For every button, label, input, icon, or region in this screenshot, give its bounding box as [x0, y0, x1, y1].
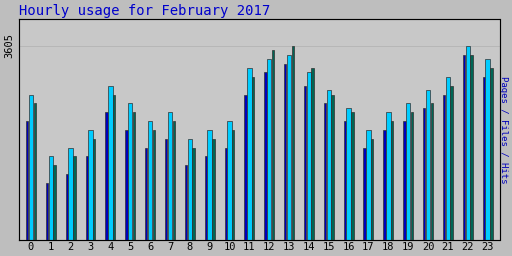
Bar: [165, 139, 167, 256]
Bar: [193, 147, 195, 256]
Bar: [113, 94, 115, 256]
Bar: [426, 90, 430, 256]
Bar: [29, 94, 33, 256]
Bar: [205, 156, 207, 256]
Bar: [431, 103, 433, 256]
Bar: [128, 103, 133, 256]
Bar: [483, 77, 485, 256]
Bar: [445, 77, 450, 256]
Bar: [247, 68, 251, 256]
Bar: [490, 68, 493, 256]
Bar: [73, 156, 76, 256]
Bar: [307, 72, 311, 256]
Bar: [386, 112, 391, 256]
Bar: [227, 121, 231, 256]
Bar: [133, 112, 135, 256]
Bar: [292, 46, 294, 256]
Bar: [284, 63, 287, 256]
Bar: [173, 121, 175, 256]
Bar: [411, 112, 413, 256]
Bar: [26, 121, 28, 256]
Bar: [423, 108, 425, 256]
Bar: [46, 183, 48, 256]
Bar: [485, 59, 490, 256]
Bar: [252, 77, 254, 256]
Bar: [145, 147, 147, 256]
Bar: [406, 103, 410, 256]
Bar: [53, 165, 56, 256]
Bar: [451, 86, 453, 256]
Bar: [185, 165, 187, 256]
Bar: [351, 112, 354, 256]
Bar: [86, 156, 88, 256]
Bar: [225, 147, 227, 256]
Bar: [88, 130, 93, 256]
Bar: [232, 130, 234, 256]
Bar: [287, 55, 291, 256]
Bar: [168, 112, 172, 256]
Bar: [93, 139, 95, 256]
Bar: [371, 139, 373, 256]
Bar: [465, 46, 470, 256]
Bar: [331, 94, 334, 256]
Bar: [105, 112, 108, 256]
Bar: [391, 121, 393, 256]
Bar: [311, 68, 314, 256]
Bar: [304, 86, 306, 256]
Bar: [125, 130, 127, 256]
Bar: [153, 130, 155, 256]
Bar: [383, 130, 386, 256]
Bar: [33, 103, 36, 256]
Bar: [327, 90, 331, 256]
Y-axis label: Pages / Files / Hits: Pages / Files / Hits: [499, 76, 508, 184]
Bar: [69, 147, 73, 256]
Bar: [264, 72, 267, 256]
Bar: [212, 139, 215, 256]
Bar: [471, 55, 473, 256]
Text: Hourly usage for February 2017: Hourly usage for February 2017: [19, 4, 270, 18]
Bar: [148, 121, 152, 256]
Bar: [364, 147, 366, 256]
Bar: [272, 50, 274, 256]
Bar: [366, 130, 371, 256]
Bar: [403, 121, 406, 256]
Bar: [267, 59, 271, 256]
Bar: [108, 86, 113, 256]
Bar: [324, 103, 326, 256]
Bar: [187, 139, 192, 256]
Bar: [207, 130, 212, 256]
Bar: [347, 108, 351, 256]
Bar: [49, 156, 53, 256]
Bar: [244, 94, 247, 256]
Bar: [463, 55, 465, 256]
Bar: [344, 121, 346, 256]
Bar: [443, 94, 445, 256]
Bar: [66, 174, 68, 256]
